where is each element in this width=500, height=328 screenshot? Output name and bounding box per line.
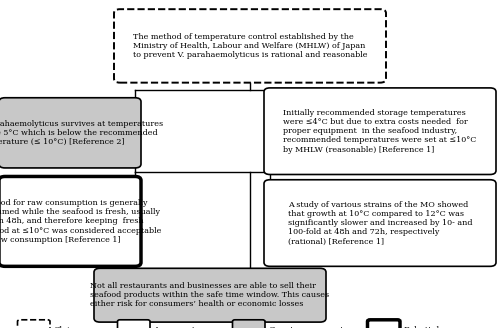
FancyBboxPatch shape <box>0 98 141 168</box>
Text: Counterarguments: Counterarguments <box>268 326 348 328</box>
Text: Rebuttal: Rebuttal <box>404 326 440 328</box>
FancyBboxPatch shape <box>94 268 326 322</box>
FancyBboxPatch shape <box>368 320 400 328</box>
FancyBboxPatch shape <box>114 9 386 83</box>
Text: A study of various strains of the MO showed
that growth at 10°C compared to 12°C: A study of various strains of the MO sho… <box>288 201 472 245</box>
Text: V. Parahaemolyticus survives at temperatures
above 5°C which is below the recomm: V. Parahaemolyticus survives at temperat… <box>0 120 163 146</box>
FancyBboxPatch shape <box>118 320 150 328</box>
FancyBboxPatch shape <box>264 88 496 174</box>
Text: Not all restaurants and businesses are able to sell their
seafood products withi: Not all restaurants and businesses are a… <box>90 282 330 308</box>
FancyBboxPatch shape <box>18 320 50 328</box>
FancyBboxPatch shape <box>0 176 141 266</box>
FancyBboxPatch shape <box>232 320 265 328</box>
Text: Initially recommended storage temperatures
were ≤4°C but due to extra costs need: Initially recommended storage temperatur… <box>284 109 476 154</box>
FancyBboxPatch shape <box>264 180 496 266</box>
Text: Seafood for raw consumption is generally
consumed while the seafood is fresh, us: Seafood for raw consumption is generally… <box>0 199 162 244</box>
Text: Arguments: Arguments <box>154 326 200 328</box>
Text: The method of temperature control established by the
Ministry of Health, Labour : The method of temperature control establ… <box>133 33 367 59</box>
Text: Claim: Claim <box>54 326 78 328</box>
